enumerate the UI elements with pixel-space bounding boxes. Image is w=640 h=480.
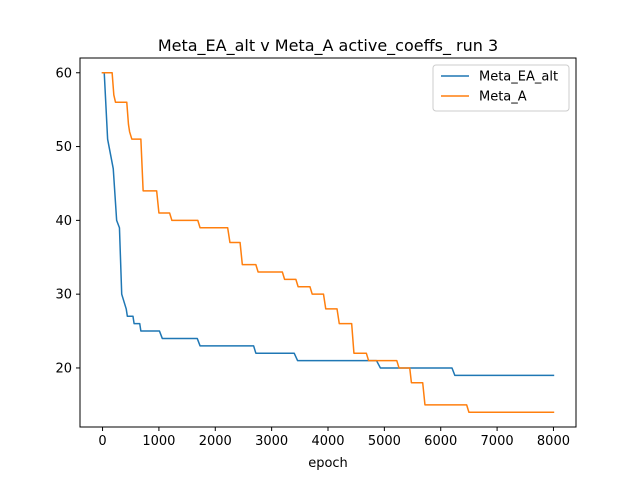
legend-label-meta-a: Meta_A — [479, 90, 527, 105]
x-tick-label: 8000 — [537, 434, 570, 449]
y-tick-label: 30 — [55, 288, 72, 303]
legend-label-meta-ea-alt: Meta_EA_alt — [479, 70, 558, 85]
x-tick-label: 4000 — [311, 434, 344, 449]
x-axis-label: epoch — [308, 456, 348, 471]
x-tick-label: 2000 — [199, 434, 232, 449]
y-tick-label: 40 — [55, 214, 72, 229]
y-tick-label: 60 — [55, 66, 72, 81]
x-tick-label: 5000 — [368, 434, 401, 449]
axes: 0 1000 2000 3000 4000 5000 6000 7000 8000 20 30 40 5… — [55, 57, 577, 449]
plot-area — [101, 72, 555, 413]
series-line-meta-a — [101, 72, 555, 413]
legend: Meta_EA_alt Meta_A — [432, 64, 570, 112]
x-tick-label: 3000 — [255, 434, 288, 449]
y-tick-label: 50 — [55, 140, 72, 155]
x-tick-label: 7000 — [481, 434, 514, 449]
x-tick-label: 1000 — [142, 434, 175, 449]
chart-title: Meta_EA_alt v Meta_A active_coeffs_ run … — [158, 36, 498, 56]
y-tick-label: 20 — [55, 361, 72, 376]
x-tick-label: 6000 — [424, 434, 457, 449]
x-tick-label: 0 — [98, 434, 106, 449]
